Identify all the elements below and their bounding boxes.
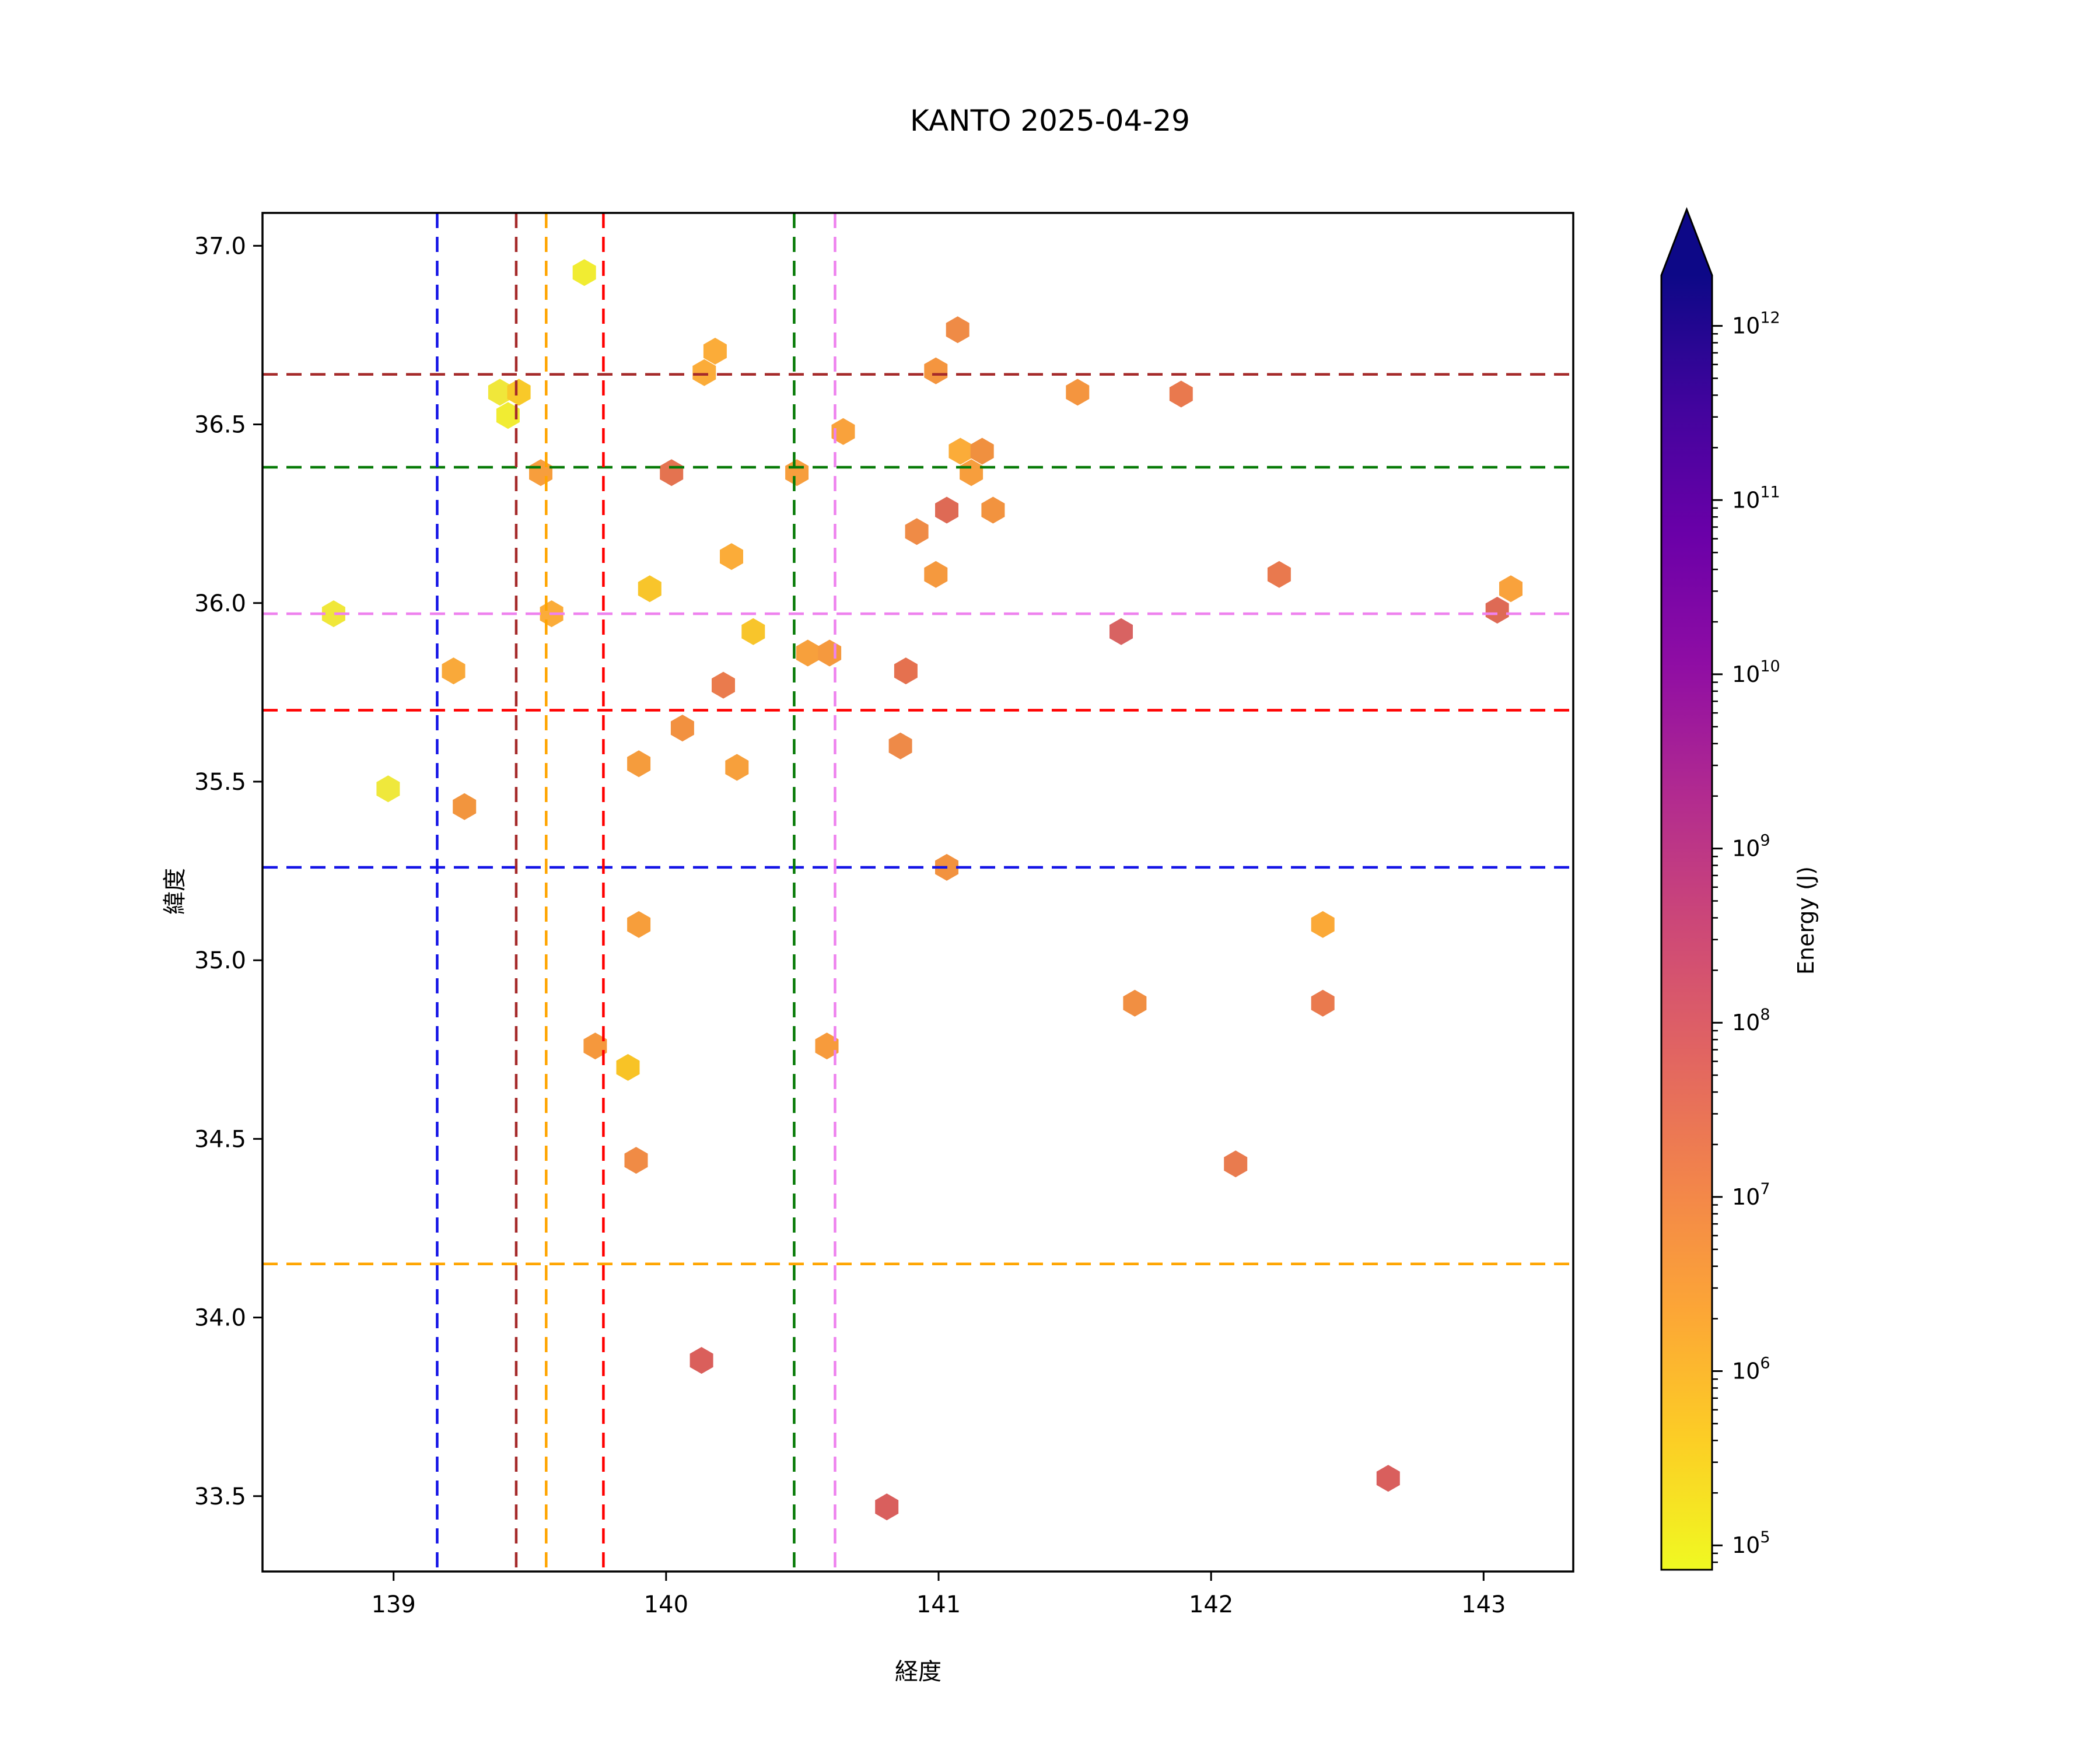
data-point	[949, 438, 972, 465]
y-tick-label: 35.0	[194, 947, 246, 974]
data-point	[946, 316, 970, 344]
data-point	[638, 575, 662, 603]
data-point	[507, 379, 531, 406]
data-point	[981, 496, 1005, 524]
x-tick-label: 139	[372, 1591, 416, 1618]
colorbar-tick-label: 108	[1732, 1006, 1770, 1035]
plot-border	[261, 212, 1574, 1573]
data-point	[894, 657, 918, 685]
data-point	[1066, 379, 1090, 406]
data-point	[321, 600, 345, 628]
data-point	[376, 775, 400, 803]
colorbar-tick-label: 106	[1732, 1354, 1770, 1384]
x-axis: 139 140 141 142 143	[372, 1572, 1506, 1618]
data-point	[660, 459, 684, 487]
colorbar-outline	[1660, 206, 1713, 1571]
data-point	[905, 518, 929, 545]
data-point	[1485, 597, 1509, 624]
data-point	[583, 1032, 607, 1060]
data-point	[1110, 618, 1133, 645]
data-point	[1311, 989, 1335, 1017]
reference-lines	[262, 213, 1573, 1572]
data-point	[627, 911, 651, 938]
x-axis-label: 経度	[895, 1658, 942, 1685]
data-point	[1169, 380, 1193, 408]
data-point	[692, 359, 716, 386]
colorbar-tick-label: 1012	[1732, 309, 1780, 339]
y-tick-label: 35.5	[194, 769, 246, 796]
data-point	[785, 459, 809, 487]
data-points	[321, 259, 1522, 1521]
colorbar-tick-label: 1011	[1732, 483, 1780, 513]
x-tick-label: 143	[1461, 1591, 1506, 1618]
data-point	[924, 561, 948, 588]
y-tick-label: 34.5	[194, 1126, 246, 1153]
data-point	[888, 732, 912, 760]
data-point	[572, 259, 596, 286]
colorbar-tick-label: 109	[1732, 832, 1770, 862]
data-point	[496, 402, 520, 429]
data-point	[1267, 561, 1291, 588]
y-tick-label: 36.5	[194, 412, 246, 439]
colorbar: 105 106 107 108 109 1010 1011 1012	[1660, 206, 1780, 1571]
data-point	[616, 1054, 640, 1081]
data-point	[690, 1347, 713, 1374]
x-tick-label: 141	[916, 1591, 961, 1618]
data-point	[627, 750, 651, 778]
x-tick-label: 142	[1189, 1591, 1233, 1618]
colorbar-tick-label: 107	[1732, 1180, 1770, 1210]
data-point	[712, 671, 735, 699]
x-tick-label: 140	[644, 1591, 688, 1618]
data-point	[796, 639, 820, 667]
colorbar-gradient	[1661, 275, 1712, 1570]
data-point	[1499, 575, 1522, 603]
data-point	[831, 418, 855, 445]
data-point	[1311, 911, 1335, 938]
data-point	[741, 618, 765, 645]
data-point	[935, 496, 958, 524]
y-tick-label: 33.5	[194, 1483, 246, 1510]
y-tick-label: 37.0	[194, 233, 246, 260]
data-point	[720, 543, 743, 570]
data-point	[970, 438, 994, 465]
data-point	[875, 1493, 899, 1521]
colorbar-tick-label: 105	[1732, 1528, 1770, 1558]
data-point	[624, 1147, 648, 1174]
data-point	[703, 338, 727, 365]
data-point	[815, 1032, 839, 1060]
data-point	[960, 459, 984, 487]
data-point	[818, 639, 842, 667]
data-point	[442, 657, 466, 685]
data-point	[1224, 1150, 1248, 1178]
data-point	[1376, 1465, 1400, 1492]
colorbar-extend-arrow	[1661, 209, 1712, 275]
colorbar-tick-label: 1010	[1732, 657, 1780, 687]
data-point	[529, 459, 552, 487]
y-tick-label: 36.0	[194, 590, 246, 617]
data-point	[725, 754, 749, 781]
data-point	[670, 715, 694, 742]
y-axis-label: 緯度	[162, 868, 188, 915]
data-point	[488, 379, 512, 406]
y-tick-label: 34.0	[194, 1305, 246, 1332]
y-axis: 33.5 34.0 34.5 35.0 35.5 36.0 36.5 37.0	[194, 233, 262, 1510]
colorbar-label: Energy (J)	[1793, 866, 1819, 975]
data-point	[1123, 989, 1147, 1017]
data-point	[924, 357, 948, 384]
chart-title: KANTO 2025-04-29	[910, 104, 1190, 138]
data-point	[453, 793, 477, 820]
